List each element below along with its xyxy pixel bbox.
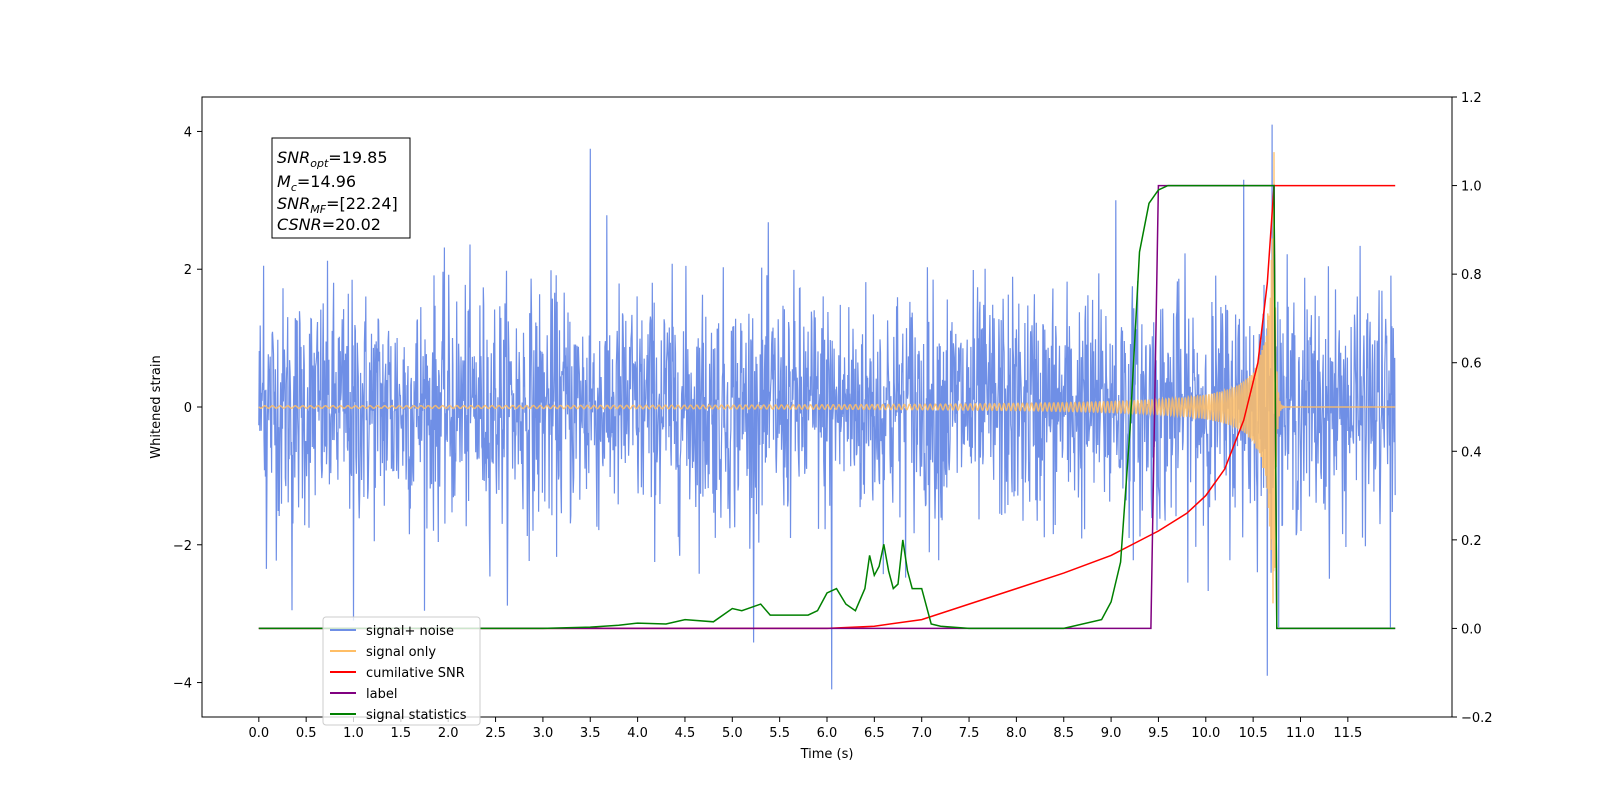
x-tick-label: 2.5 <box>485 726 506 741</box>
x-tick-label: 3.5 <box>580 726 601 741</box>
x-tick-label: 8.0 <box>1006 726 1027 741</box>
y2-tick-label: 1.2 <box>1461 91 1482 106</box>
x-axis: 0.0 0.5 1.0 1.5 2.0 2.5 3.0 3.5 4.0 4.5 5.0 5.5 6.0 6… <box>248 717 1362 741</box>
info-snr-opt: SNRopt=19.85 <box>277 148 388 170</box>
series-line-cumilative-snr <box>258 184 1396 630</box>
y2-tick-label: 0.4 <box>1461 445 1482 460</box>
x-tick-label: 7.5 <box>959 726 980 741</box>
legend-entry: signal+ noise <box>366 624 454 639</box>
legend: signal+ noise signal only cumilative SNR la… <box>322 616 481 726</box>
series-line-signal-noise <box>258 124 1396 690</box>
y-tick-label: 2 <box>184 263 192 278</box>
y2-tick-label: −0.2 <box>1461 711 1493 726</box>
x-tick-label: 11.0 <box>1286 726 1315 741</box>
y2-tick-label: 0.2 <box>1461 534 1482 549</box>
x-tick-label: 11.5 <box>1333 726 1362 741</box>
info-csnr: CSNR=20.02 <box>277 215 381 234</box>
legend-entry: signal statistics <box>366 708 467 723</box>
info-snr-mf: SNRMF=[22.24] <box>277 194 398 216</box>
y-tick-label: 4 <box>184 125 192 140</box>
info-mc: Mc=14.96 <box>277 172 356 194</box>
y2-tick-label: 1.0 <box>1461 180 1482 195</box>
y-tick-label: −4 <box>173 677 192 692</box>
x-tick-label: 4.0 <box>627 726 648 741</box>
y-tick-label: −2 <box>173 539 192 554</box>
x-tick-label: 9.0 <box>1101 726 1122 741</box>
x-tick-label: 8.5 <box>1053 726 1074 741</box>
y-axis-label: Whitened strain <box>149 355 164 458</box>
x-tick-label: 5.0 <box>722 726 743 741</box>
x-tick-label: 2.0 <box>438 726 459 741</box>
y2-tick-label: 0.0 <box>1461 622 1482 637</box>
x-tick-label: 3.0 <box>533 726 554 741</box>
x-tick-label: 5.5 <box>769 726 790 741</box>
x-tick-label: 6.0 <box>817 726 838 741</box>
x-tick-label: 7.0 <box>911 726 932 741</box>
x-tick-label: 0.5 <box>296 726 317 741</box>
x-tick-label: 10.5 <box>1239 726 1268 741</box>
legend-frame <box>322 616 481 726</box>
series-layer <box>258 124 1396 690</box>
series-line-signal-only <box>258 152 1396 604</box>
series-line-signal-statistics <box>258 184 1396 630</box>
x-tick-label: 4.5 <box>675 726 696 741</box>
x-tick-label: 0.0 <box>248 726 269 741</box>
legend-entry: signal only <box>366 645 436 660</box>
x-tick-label: 1.5 <box>391 726 412 741</box>
x-tick-label: 10.0 <box>1191 726 1220 741</box>
x-tick-label: 6.5 <box>864 726 885 741</box>
x-tick-label: 1.0 <box>343 726 364 741</box>
info-box-frame <box>271 137 411 239</box>
x-tick-label: 9.5 <box>1148 726 1169 741</box>
y2-tick-label: 0.6 <box>1461 357 1482 372</box>
x-axis-label: Time (s) <box>800 747 854 762</box>
y-axis-right: 1.2 1.0 0.8 0.6 0.4 0.2 0.0 −0.2 <box>1452 91 1493 726</box>
info-box: SNRopt=19.85 Mc=14.96 SNRMF=[22.24] CSNR… <box>271 137 411 239</box>
y2-tick-label: 0.8 <box>1461 268 1482 283</box>
legend-entry: label <box>366 687 397 702</box>
legend-entry: cumilative SNR <box>366 666 465 681</box>
y-axis-left: 4 2 0 −2 −4 <box>173 125 202 692</box>
y-tick-label: 0 <box>184 401 192 416</box>
